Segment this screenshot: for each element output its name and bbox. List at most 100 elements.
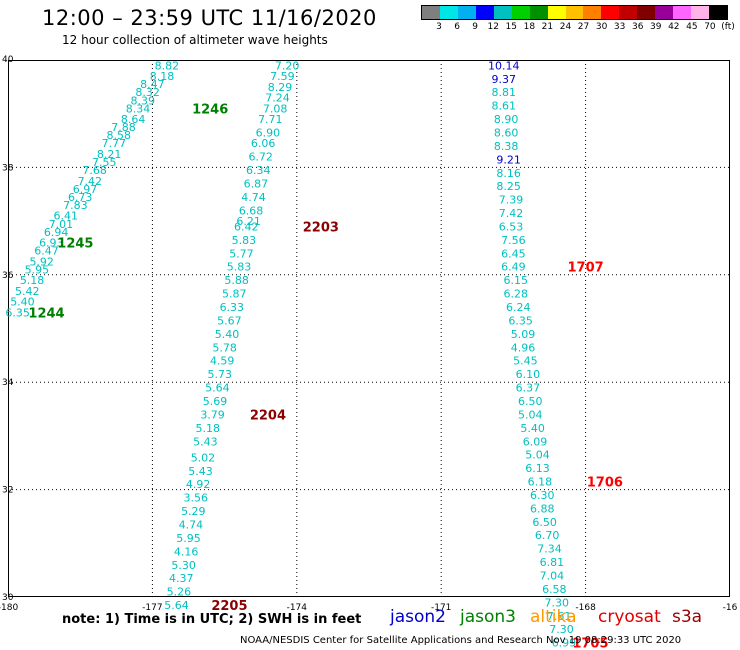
x-tick-label: -177	[142, 603, 162, 613]
swh-value: 5.40	[215, 328, 240, 341]
swh-value: 5.45	[513, 355, 538, 368]
pass-time-label: 1705	[572, 637, 608, 650]
swh-value: 8.25	[496, 180, 521, 193]
colorbar-label: 12	[487, 22, 499, 32]
swh-value: 5.42	[15, 285, 40, 298]
swh-value: 5.95	[25, 263, 50, 276]
swh-value: 4.74	[179, 519, 204, 532]
swh-value: 8.29	[268, 81, 293, 94]
swh-value: 7.24	[265, 92, 290, 105]
swh-value: 6.50	[532, 516, 557, 529]
colorbar-swatch	[547, 6, 566, 19]
swh-value: 6.68	[239, 204, 264, 217]
x-tick-label: -168	[575, 603, 596, 613]
swh-value: 7.30	[544, 596, 569, 609]
colorbar-swatch	[475, 6, 494, 19]
swh-value: 6.21	[236, 215, 261, 228]
pass-time-label: 2205	[211, 599, 247, 614]
swh-value: 7.88	[111, 121, 136, 134]
swh-value: 5.40	[10, 296, 35, 309]
swh-value: 6.99	[552, 637, 577, 650]
satellite-legend-jason3: jason3	[460, 607, 516, 627]
swh-value: 6.58	[542, 583, 567, 596]
swh-value: 7.68	[82, 164, 107, 177]
colorbar-label: 39	[650, 22, 662, 32]
swh-value: 5.78	[212, 341, 237, 354]
swh-value: 5.43	[193, 435, 218, 448]
swh-value: 9.21	[496, 153, 521, 166]
colorbar-swatch	[565, 6, 584, 19]
x-tick-label: -16	[723, 603, 738, 613]
colorbar-swatch	[529, 6, 548, 19]
swh-value: 6.42	[234, 220, 259, 233]
colorbar-label: 15	[505, 22, 518, 32]
colorbar-swatch	[691, 6, 709, 19]
swh-value: 6.50	[518, 395, 543, 408]
swh-value: 8.58	[106, 129, 131, 142]
swh-value: 7.20	[275, 59, 300, 72]
swh-value: 7.04	[540, 570, 565, 583]
swh-value: 8.60	[494, 126, 519, 139]
swh-value: 8.82	[155, 59, 180, 72]
swh-value: 6.70	[535, 529, 560, 542]
y-tick-label: 38	[2, 163, 14, 173]
swh-value: 6.94	[44, 226, 69, 239]
colorbar-swatch	[637, 6, 656, 19]
swh-value: 6.09	[523, 435, 548, 448]
swh-value: 5.40	[520, 422, 545, 435]
colorbar-label: 33	[613, 22, 626, 32]
swh-value: 4.59	[210, 355, 235, 368]
map-subtitle: 12 hour collection of altimeter wave hei…	[62, 33, 328, 47]
swh-value: 5.04	[518, 408, 543, 421]
swh-value: 5.18	[20, 274, 45, 287]
swh-value: 8.81	[492, 86, 517, 99]
satellite-legend-s3a: s3a	[672, 607, 703, 627]
colorbar-label: 24	[559, 22, 572, 32]
swh-value: 6.93	[39, 237, 64, 250]
y-tick-label: 32	[2, 486, 13, 496]
x-tick-label: -171	[431, 603, 451, 613]
y-tick-label: 40	[2, 55, 14, 65]
swh-value: 7.08	[263, 102, 288, 115]
swh-value: 9.37	[492, 73, 517, 86]
colorbar-swatch	[439, 6, 458, 19]
swh-value: 6.45	[501, 247, 526, 260]
colorbar-label: 21	[541, 22, 554, 32]
colorbar-swatch	[583, 6, 602, 19]
swh-value: 7.42	[499, 207, 524, 220]
swh-value: 5.04	[525, 449, 550, 462]
y-tick-label: 34	[2, 378, 14, 388]
swh-value: 4.92	[186, 478, 211, 491]
swh-value: 5.88	[224, 274, 249, 287]
swh-value: 6.10	[516, 368, 541, 381]
swh-value: 6.41	[54, 210, 79, 223]
swh-value: 5.02	[191, 451, 216, 464]
swh-value: 8.61	[492, 100, 517, 113]
colorbar-label: 6	[454, 22, 460, 32]
colorbar-label: 45	[686, 22, 698, 32]
colorbar-swatch	[601, 6, 620, 19]
swh-value: 8.90	[494, 113, 519, 126]
colorbar-swatch	[673, 6, 692, 19]
swh-value: 6.35	[5, 306, 30, 319]
colorbar-swatch	[493, 6, 512, 19]
swh-value: 6.28	[504, 288, 529, 301]
swh-value: 7.56	[501, 234, 526, 247]
colorbar-swatch	[422, 6, 440, 19]
colorbar-swatch	[709, 6, 727, 19]
swh-value: 6.88	[530, 502, 555, 515]
swh-value: 6.73	[68, 191, 93, 204]
pass-time-label: 1706	[587, 476, 623, 491]
colorbar-label: (ft)	[721, 22, 735, 32]
swh-value: 5.83	[232, 234, 257, 247]
colorbar-label: 70	[704, 22, 716, 32]
swh-value: 8.64	[121, 113, 146, 126]
x-tick-label: -180	[0, 603, 18, 613]
swh-value: 4.37	[169, 572, 194, 585]
y-tick-label: 36	[2, 271, 14, 281]
credit-line: NOAA/NESDIS Center for Satellite Applica…	[240, 635, 682, 646]
swh-value: 7.55	[92, 156, 117, 169]
swh-value: 5.18	[196, 422, 221, 435]
swh-value: 4.74	[241, 191, 266, 204]
